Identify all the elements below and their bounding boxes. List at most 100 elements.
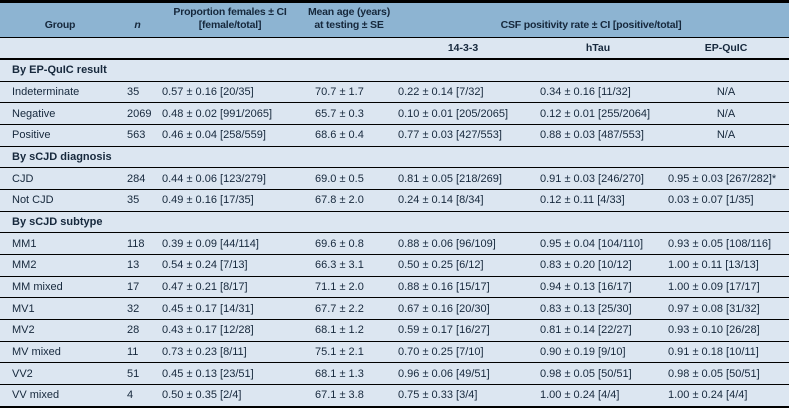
table-cell: 68.6 ± 0.4 (305, 124, 393, 147)
table-cell: 17 (120, 276, 155, 299)
table-cell: 75.1 ± 2.1 (305, 341, 393, 364)
table-row: MV1 32 0.45 ± 0.17 [14/31] 67.7 ± 2.2 0.67 ±… (0, 297, 789, 320)
table-cell: 0.96 ± 0.06 [49/51] (393, 362, 533, 385)
col-header-htau: hTau (533, 37, 663, 60)
table-cell: MM2 (0, 254, 120, 277)
table-row: Indeterminate 35 0.57 ± 0.16 [20/35] 70.7 ±… (0, 81, 789, 104)
table-cell: 0.77 ± 0.03 [427/553] (393, 124, 533, 147)
col-header-group: Group (0, 1, 120, 39)
table-cell: 0.45 ± 0.13 [23/51] (155, 362, 305, 385)
table-cell: 563 (120, 124, 155, 147)
header-row-sub: 14-3-3 hTau EP-QuIC (0, 37, 789, 60)
table-row: MV mixed 11 0.73 ± 0.23 [8/11] 75.1 ± 2.1 0.… (0, 341, 789, 364)
col-header-ep-quic: EP-QuIC (663, 37, 789, 60)
table-cell: 68.1 ± 1.2 (305, 319, 393, 342)
table-cell: 0.67 ± 0.16 [20/30] (393, 297, 533, 320)
table-cell: 0.83 ± 0.13 [25/30] (533, 297, 663, 320)
table-cell: CJD (0, 167, 120, 191)
table-row: Not CJD 35 0.49 ± 0.16 [17/35] 67.8 ± 2.0 0.… (0, 189, 789, 212)
table-cell: 2069 (120, 102, 155, 126)
table-cell: 65.7 ± 0.3 (305, 102, 393, 126)
table-cell: 0.88 ± 0.16 [15/17] (393, 276, 533, 299)
table-cell: 0.03 ± 0.07 [1/35] (663, 189, 789, 212)
table-cell: 1.00 ± 0.09 [17/17] (663, 276, 789, 299)
table-cell: 0.10 ± 0.01 [205/2065] (393, 102, 533, 126)
table-row: MV2 28 0.43 ± 0.17 [12/28] 68.1 ± 1.2 0.59 ±… (0, 319, 789, 342)
table-cell: 1.00 ± 0.24 [4/4] (533, 384, 663, 407)
table-cell: 0.34 ± 0.16 [11/32] (533, 81, 663, 104)
table-cell: 0.39 ± 0.09 [44/114] (155, 232, 305, 255)
table-cell: 0.70 ± 0.25 [7/10] (393, 341, 533, 364)
table-cell: 284 (120, 167, 155, 191)
table-cell: 0.54 ± 0.24 [7/13] (155, 254, 305, 277)
table-cell: MM1 (0, 232, 120, 255)
table-cell: 0.24 ± 0.14 [8/34] (393, 189, 533, 212)
table-cell: 4 (120, 384, 155, 407)
col-header-n: n (120, 1, 155, 39)
table-cell: 0.93 ± 0.10 [26/28] (663, 319, 789, 342)
table-cell: 0.98 ± 0.05 [50/51] (663, 362, 789, 385)
table-cell: N/A (663, 81, 789, 104)
table-cell: 66.3 ± 3.1 (305, 254, 393, 277)
table-cell: 35 (120, 81, 155, 104)
table-row: VV mixed 4 0.50 ± 0.35 [2/4] 67.1 ± 3.8 0.75… (0, 384, 789, 407)
table-cell: 0.45 ± 0.17 [14/31] (155, 297, 305, 320)
header-row-main: Group n Proportion females ± CI [female/… (0, 1, 789, 39)
table-cell: 32 (120, 297, 155, 320)
col-header-csf-positivity: CSF positivity rate ± CI [positive/total… (393, 1, 789, 39)
table-row: MM1 118 0.39 ± 0.09 [44/114] 69.6 ± 0.8 0.88… (0, 232, 789, 255)
table-cell: 0.90 ± 0.19 [9/10] (533, 341, 663, 364)
table-cell: 71.1 ± 2.0 (305, 276, 393, 299)
subheader-spacer (0, 37, 393, 60)
table-cell: 67.7 ± 2.2 (305, 297, 393, 320)
table-cell: MV1 (0, 297, 120, 320)
table-cell: 0.47 ± 0.21 [8/17] (155, 276, 305, 299)
table-cell: VV2 (0, 362, 120, 385)
table-cell: MV mixed (0, 341, 120, 364)
table-cell: Positive (0, 124, 120, 147)
table-cell: 69.0 ± 0.5 (305, 167, 393, 191)
section-row: By sCJD subtype (0, 211, 789, 234)
table-cell: 0.93 ± 0.05 [108/116] (663, 232, 789, 255)
table-row: Negative 2069 0.48 ± 0.02 [991/2065] 65.7 ±… (0, 102, 789, 126)
table-cell: 0.95 ± 0.04 [104/110] (533, 232, 663, 255)
table-cell: 0.95 ± 0.03 [267/282]* (663, 167, 789, 191)
table-cell: 51 (120, 362, 155, 385)
table-cell: VV mixed (0, 384, 120, 407)
table-cell: 0.81 ± 0.05 [218/269] (393, 167, 533, 191)
table-cell: 0.88 ± 0.03 [487/553] (533, 124, 663, 147)
section-label: By EP-QuIC result (0, 58, 789, 82)
table-cell: 0.12 ± 0.11 [4/33] (533, 189, 663, 212)
table-cell: N/A (663, 102, 789, 126)
table-cell: 67.1 ± 3.8 (305, 384, 393, 407)
table-row: MM mixed 17 0.47 ± 0.21 [8/17] 71.1 ± 2.0 0.… (0, 276, 789, 299)
table-cell: 0.81 ± 0.14 [22/27] (533, 319, 663, 342)
table-cell: 0.75 ± 0.33 [3/4] (393, 384, 533, 407)
col-header-14-3-3: 14-3-3 (393, 37, 533, 60)
col-header-proportion-females: Proportion females ± CI [female/total] (155, 1, 305, 39)
table-cell: 68.1 ± 1.3 (305, 362, 393, 385)
table-cell: 0.97 ± 0.08 [31/32] (663, 297, 789, 320)
table-cell: Negative (0, 102, 120, 126)
table-cell: 1.00 ± 0.11 [13/13] (663, 254, 789, 277)
table-cell: Not CJD (0, 189, 120, 212)
table-cell: 0.50 ± 0.35 [2/4] (155, 384, 305, 407)
table-cell: 67.8 ± 2.0 (305, 189, 393, 212)
table-cell: 0.12 ± 0.01 [255/2064] (533, 102, 663, 126)
table-cell: 0.91 ± 0.03 [246/270] (533, 167, 663, 191)
table-cell: 13 (120, 254, 155, 277)
table-cell: 0.43 ± 0.17 [12/28] (155, 319, 305, 342)
table-cell: 0.48 ± 0.02 [991/2065] (155, 102, 305, 126)
table-cell: 0.50 ± 0.25 [6/12] (393, 254, 533, 277)
section-label: By sCJD subtype (0, 211, 789, 234)
table-cell: 118 (120, 232, 155, 255)
table-cell: 35 (120, 189, 155, 212)
table-cell: 0.22 ± 0.14 [7/32] (393, 81, 533, 104)
table-cell: 0.88 ± 0.06 [96/109] (393, 232, 533, 255)
table-cell: MM mixed (0, 276, 120, 299)
table-row: Positive 563 0.46 ± 0.04 [258/559] 68.6 ± 0… (0, 124, 789, 147)
table-cell: 0.59 ± 0.17 [16/27] (393, 319, 533, 342)
table-cell: 0.98 ± 0.05 [50/51] (533, 362, 663, 385)
section-row: By EP-QuIC result (0, 58, 789, 82)
